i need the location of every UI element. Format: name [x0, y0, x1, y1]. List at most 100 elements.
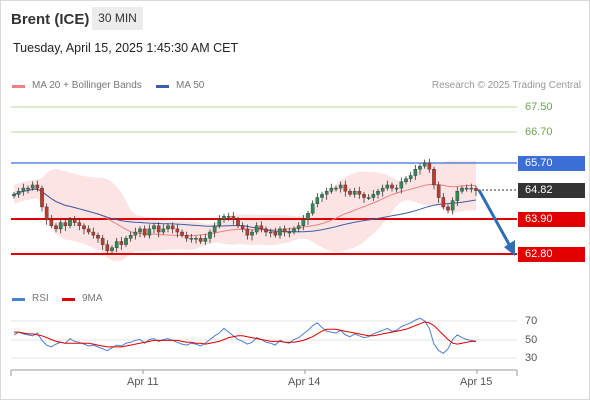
candle — [222, 213, 226, 223]
candle — [240, 222, 245, 233]
candle — [310, 200, 315, 216]
candle — [30, 181, 35, 191]
candle — [432, 166, 436, 190]
candle — [273, 227, 278, 238]
candle — [441, 193, 446, 210]
candle — [152, 223, 156, 234]
candle — [156, 222, 161, 238]
candle — [212, 222, 217, 238]
candle — [217, 215, 222, 229]
rsi-ma9-line — [14, 321, 476, 348]
candle — [343, 180, 348, 197]
legend-ma50-label: MA 50 — [176, 80, 205, 91]
candle — [21, 183, 26, 196]
datetime-label: Tuesday, April 15, 2025 1:45:30 AM CET — [13, 41, 239, 55]
candle — [189, 233, 194, 243]
candle — [394, 184, 399, 193]
candle — [264, 226, 268, 237]
candle — [250, 229, 254, 241]
candle — [198, 234, 203, 244]
rsi-tick-70: 70 — [525, 315, 538, 327]
candle — [72, 216, 77, 227]
candle — [259, 221, 264, 233]
candle — [474, 185, 478, 196]
candle — [82, 223, 86, 235]
candle — [96, 232, 100, 243]
candle — [170, 222, 175, 234]
chart-header: Brent (ICE) 30 MIN — [0, 0, 590, 34]
candle — [63, 218, 68, 232]
legend-ma20-label: MA 20 + Bollinger Bands — [32, 80, 142, 91]
candle — [320, 191, 324, 202]
bollinger-band — [14, 160, 476, 261]
level-label-6750: 67.50 — [525, 101, 553, 113]
candle — [315, 193, 320, 208]
rsi-line — [13, 317, 477, 355]
candle — [12, 191, 16, 199]
candle — [352, 187, 357, 198]
candle — [268, 228, 273, 238]
projection-arrow — [477, 189, 515, 256]
ma9-swatch — [62, 298, 75, 301]
timeframe-badge[interactable]: 30 MIN — [92, 7, 143, 30]
candle — [184, 231, 189, 242]
rsi-tick-30: 30 — [525, 352, 538, 364]
candle — [128, 231, 133, 242]
candle — [385, 180, 390, 191]
candle — [254, 222, 259, 235]
x-label-apr14: Apr 14 — [288, 376, 321, 388]
candle — [203, 233, 208, 245]
candle — [366, 194, 371, 201]
candle — [455, 186, 460, 206]
candle — [175, 224, 180, 238]
candle — [91, 227, 96, 239]
candle — [464, 184, 469, 192]
candle — [469, 183, 474, 193]
level-box-6390: 63.90 — [518, 212, 585, 227]
candle — [133, 227, 138, 240]
candle — [105, 240, 110, 254]
candle — [68, 216, 72, 229]
candle — [142, 225, 147, 238]
candle — [245, 224, 250, 240]
candle — [77, 218, 82, 231]
candle — [390, 182, 394, 192]
candle — [334, 185, 338, 192]
candle — [166, 223, 170, 233]
level-box-6482: 64.82 — [518, 183, 585, 198]
candle — [371, 189, 376, 201]
candle — [324, 187, 329, 200]
candle — [404, 176, 408, 185]
candle — [287, 227, 292, 238]
candle — [119, 237, 124, 250]
candle — [296, 222, 301, 233]
candle — [110, 245, 114, 255]
candle — [376, 188, 380, 199]
candle — [138, 226, 142, 238]
candle — [49, 215, 54, 229]
candle — [292, 226, 296, 235]
legend-rsi-label: RSI — [32, 293, 49, 304]
candle — [231, 211, 236, 225]
candle — [380, 184, 385, 197]
candle — [446, 204, 450, 214]
candle — [114, 237, 119, 253]
candle — [54, 223, 58, 233]
candle — [16, 187, 21, 198]
legend-9ma-label: 9MA — [82, 293, 103, 304]
candle — [161, 224, 166, 235]
level-box-6280: 62.80 — [518, 247, 585, 262]
candle — [282, 225, 287, 237]
candle — [436, 181, 441, 203]
candle — [422, 159, 427, 169]
rsi-tick-50: 50 — [525, 334, 538, 346]
candle — [362, 191, 366, 203]
level-label-6670: 66.70 — [525, 126, 553, 138]
candle — [357, 186, 362, 199]
candle — [44, 203, 49, 225]
candle — [278, 226, 282, 239]
candle — [26, 185, 30, 194]
candle — [348, 188, 352, 197]
candle — [226, 212, 231, 221]
